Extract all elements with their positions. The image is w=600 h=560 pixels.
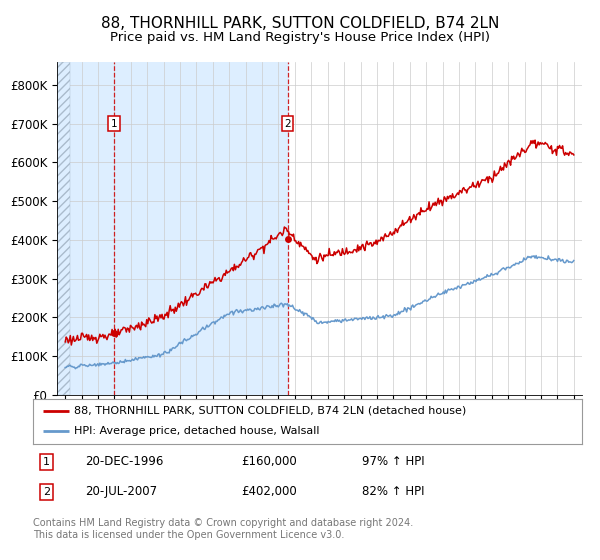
Text: £402,000: £402,000	[242, 486, 298, 498]
Text: 2: 2	[43, 487, 50, 497]
Text: 88, THORNHILL PARK, SUTTON COLDFIELD, B74 2LN: 88, THORNHILL PARK, SUTTON COLDFIELD, B7…	[101, 16, 499, 31]
Text: 82% ↑ HPI: 82% ↑ HPI	[362, 486, 425, 498]
Text: 1: 1	[43, 457, 50, 467]
Text: 1: 1	[110, 119, 117, 129]
Text: 88, THORNHILL PARK, SUTTON COLDFIELD, B74 2LN (detached house): 88, THORNHILL PARK, SUTTON COLDFIELD, B7…	[74, 406, 466, 416]
Text: HPI: Average price, detached house, Walsall: HPI: Average price, detached house, Wals…	[74, 426, 320, 436]
Text: 2: 2	[284, 119, 291, 129]
Text: 20-DEC-1996: 20-DEC-1996	[85, 455, 164, 468]
Text: Contains HM Land Registry data © Crown copyright and database right 2024.
This d: Contains HM Land Registry data © Crown c…	[33, 518, 413, 540]
Text: £160,000: £160,000	[242, 455, 298, 468]
Text: 97% ↑ HPI: 97% ↑ HPI	[362, 455, 425, 468]
Bar	[57, 62, 287, 395]
Bar	[57, 62, 70, 395]
Text: Price paid vs. HM Land Registry's House Price Index (HPI): Price paid vs. HM Land Registry's House …	[110, 31, 490, 44]
Text: 20-JUL-2007: 20-JUL-2007	[85, 486, 157, 498]
